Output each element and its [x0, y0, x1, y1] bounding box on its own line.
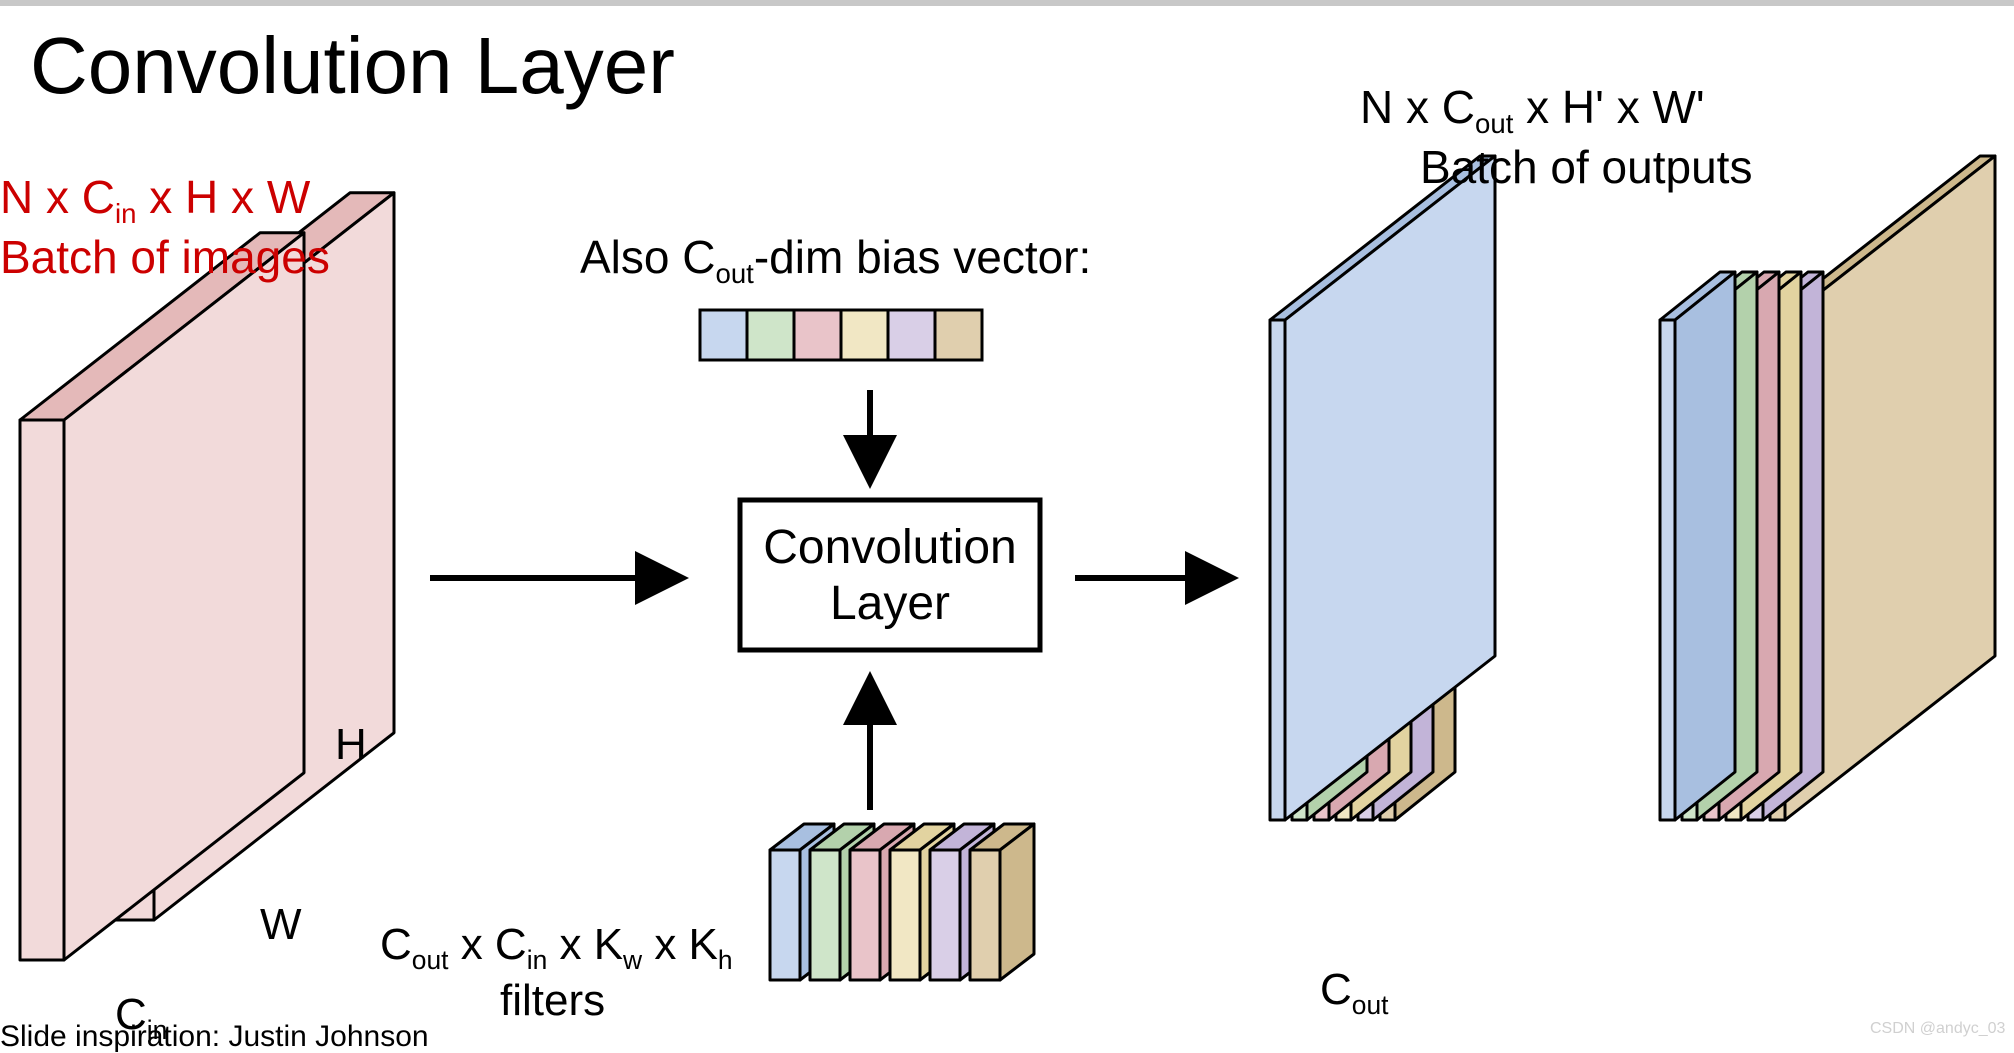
svg-text:Convolution: Convolution [763, 521, 1017, 574]
cout-label: Cout [1320, 965, 1388, 1021]
watermark-text: CSDN @andyc_03 [1870, 1020, 2005, 1038]
filters-label: Cout x Cin x Kw x Khfilters [380, 920, 733, 1026]
dim-w-label: W [260, 900, 302, 950]
svg-text:Layer: Layer [830, 577, 950, 630]
dim-h-label: H [335, 720, 367, 770]
credit-text: Slide inspiration: Justin Johnson [0, 1020, 429, 1053]
bias-label: Also Cout-dim bias vector: [580, 230, 1091, 290]
input-label: N x Cin x H x WBatch of images [0, 170, 330, 284]
output-label: N x Cout x H' x W'Batch of outputs [1360, 80, 1752, 194]
diagram-canvas: ConvolutionLayer Convolution Layer N x C… [0, 0, 2014, 1053]
page-title: Convolution Layer [30, 20, 675, 112]
